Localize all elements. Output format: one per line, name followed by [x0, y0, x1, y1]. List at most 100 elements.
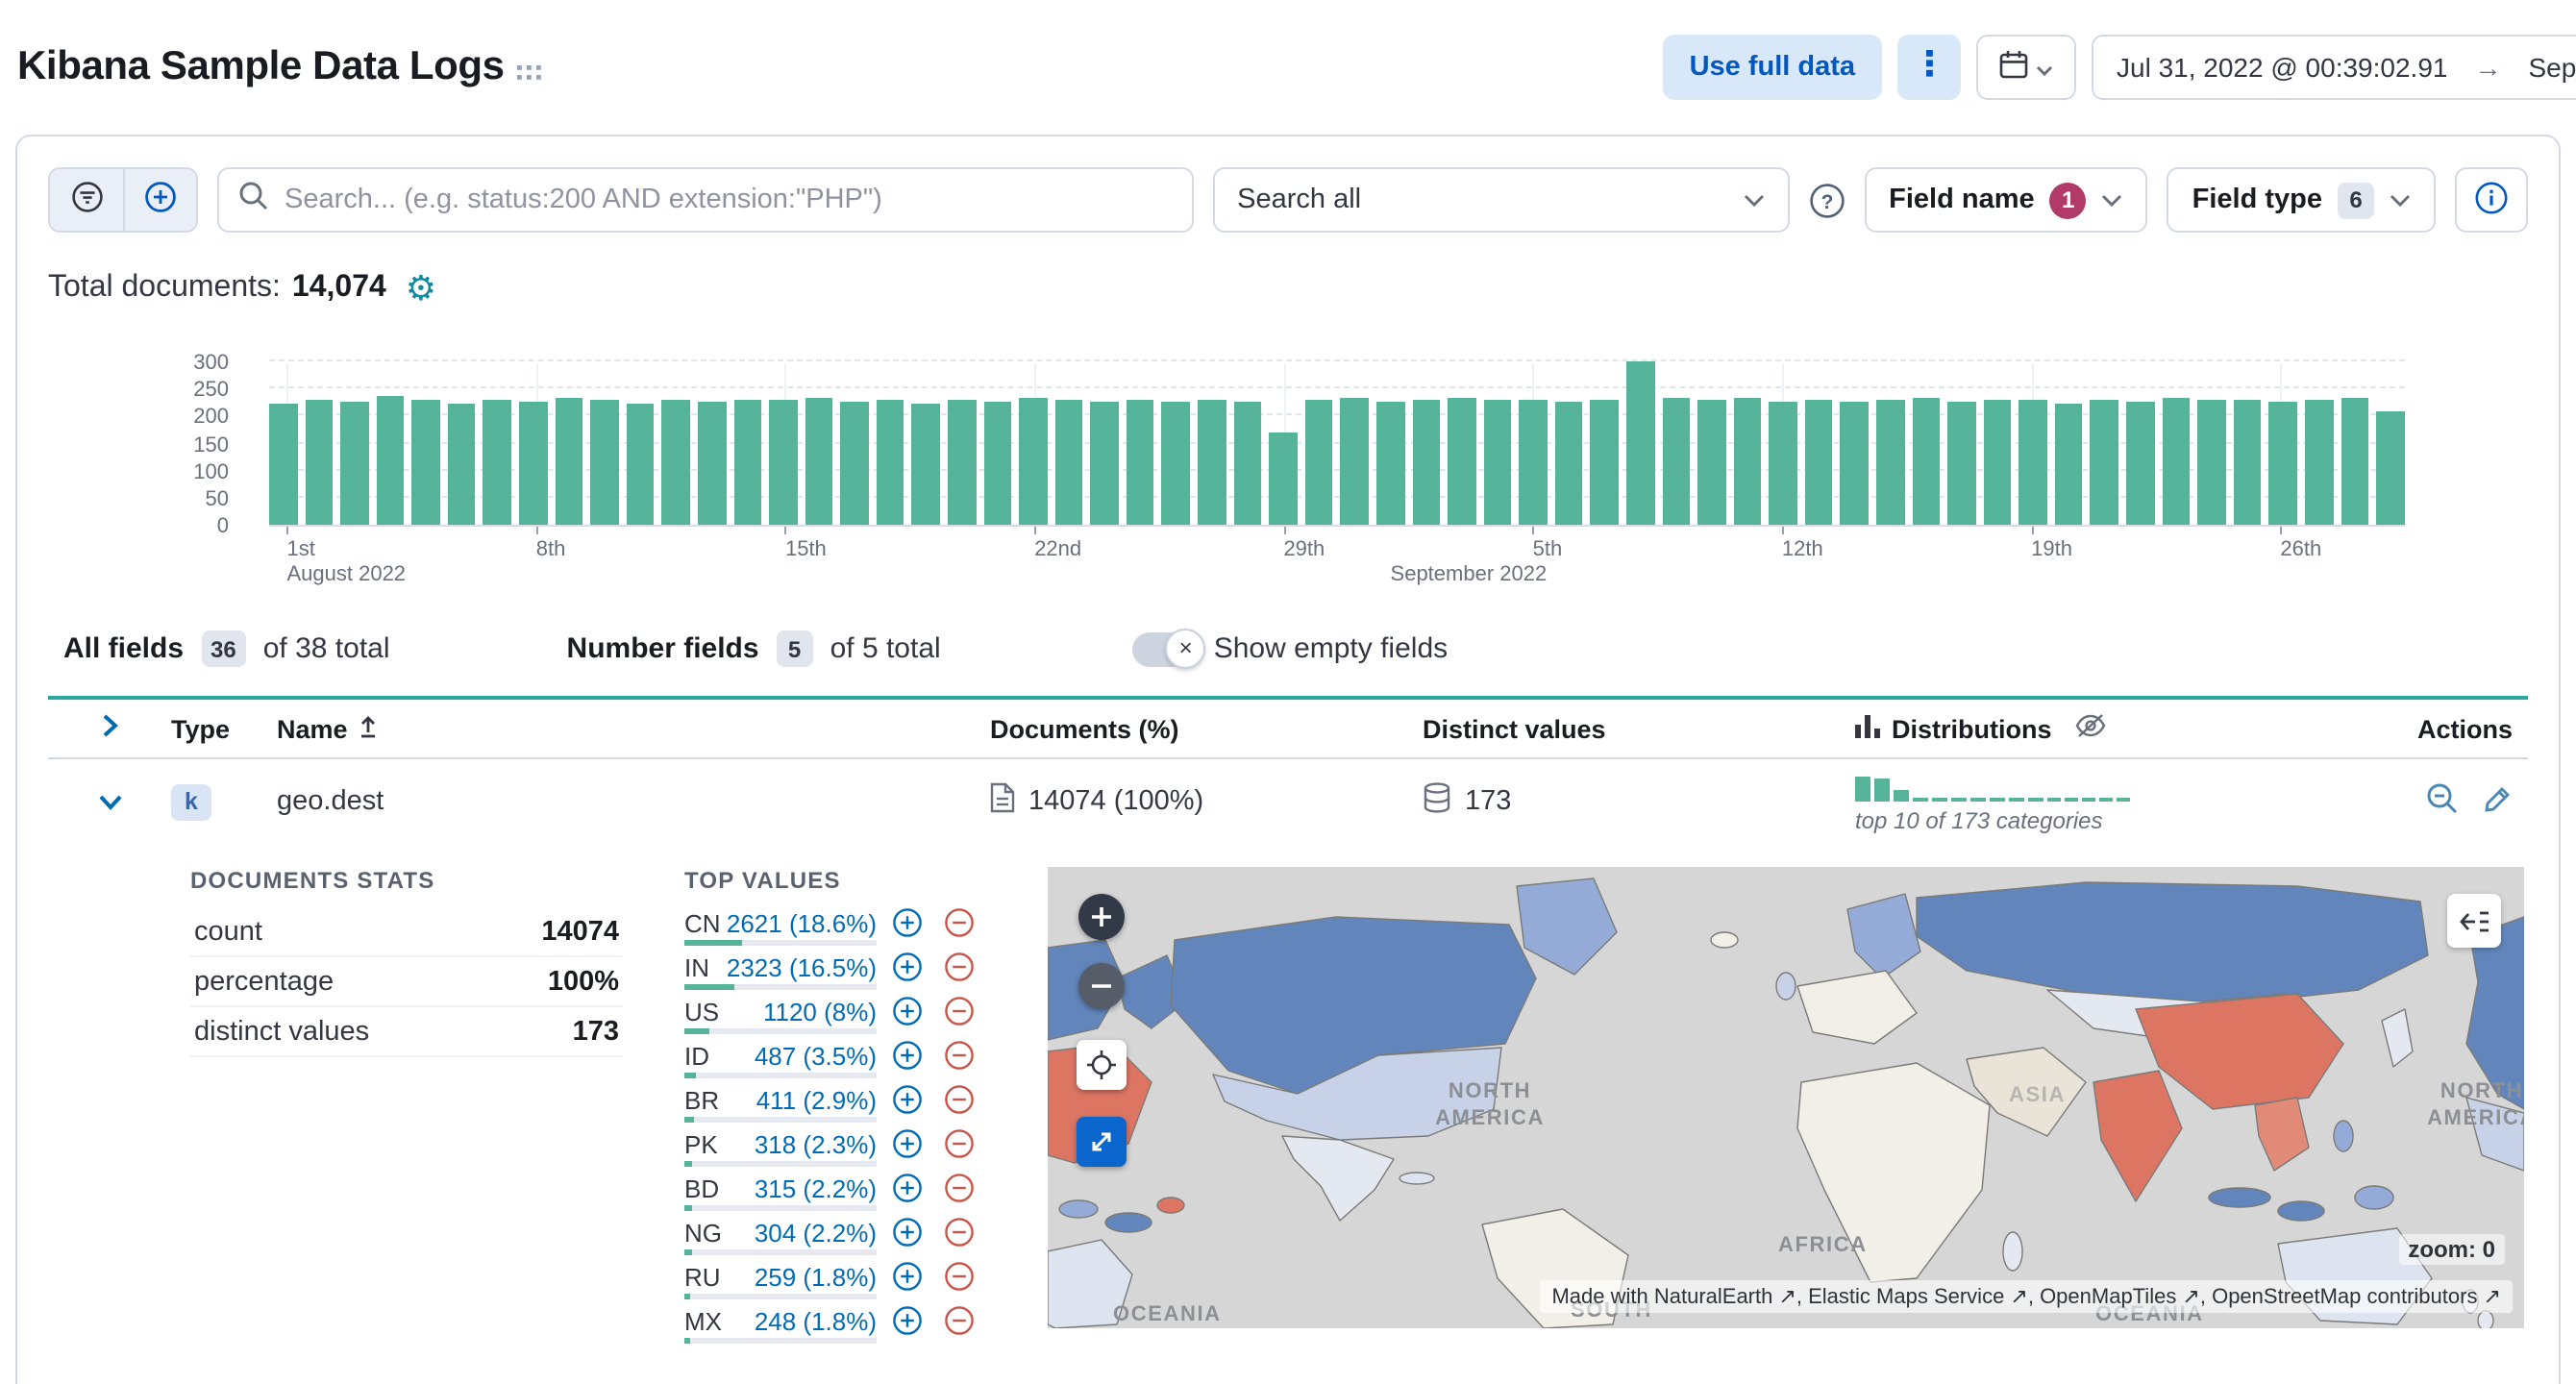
filter-out-value-button[interactable]	[944, 1173, 975, 1203]
sort-ascending-icon[interactable]	[358, 714, 379, 743]
histogram-bar[interactable]	[983, 401, 1012, 525]
histogram-bar[interactable]	[1590, 400, 1619, 525]
histogram-bar[interactable]	[1554, 401, 1583, 525]
histogram-bar[interactable]	[2268, 401, 2297, 525]
histogram-bar[interactable]	[1304, 400, 1333, 525]
histogram-bar[interactable]	[1483, 400, 1512, 525]
histogram-bar[interactable]	[1876, 400, 1905, 525]
info-button[interactable]	[2455, 167, 2528, 233]
histogram-bar[interactable]	[840, 401, 869, 525]
histogram-bar[interactable]	[911, 403, 940, 525]
histogram-bar[interactable]	[1983, 399, 2012, 525]
histogram-bar[interactable]	[1448, 397, 1476, 525]
filter-button[interactable]	[50, 169, 123, 231]
map-zoom-out-button[interactable]	[1078, 963, 1125, 1009]
histogram-bar[interactable]	[2090, 399, 2119, 525]
edit-field-button[interactable]	[2482, 783, 2513, 820]
show-empty-fields-toggle[interactable]: × Show empty fields	[1132, 628, 1448, 668]
histogram-bar[interactable]	[1733, 398, 1762, 525]
histogram-bar[interactable]	[590, 400, 619, 525]
top-value-count[interactable]: 411 (2.9%)	[755, 1085, 877, 1114]
top-value-count[interactable]: 315 (2.2%)	[754, 1174, 877, 1202]
histogram-bar[interactable]	[1198, 399, 1226, 525]
histogram-bar[interactable]	[1054, 400, 1083, 525]
histogram-bar[interactable]	[1126, 399, 1154, 525]
map-attribution[interactable]: Made with NaturalEarth ↗, Elastic Maps S…	[1540, 1280, 2513, 1313]
filter-for-value-button[interactable]	[892, 1084, 923, 1115]
histogram-bar[interactable]	[2054, 403, 2083, 525]
histogram-bar[interactable]	[733, 399, 762, 525]
filter-for-value-button[interactable]	[892, 1217, 923, 1248]
histogram-bar[interactable]	[1519, 399, 1548, 525]
geo-dest-map[interactable]: NORTH AMERICA AFRICA ASIA SOUTH OCEANIA …	[1048, 867, 2524, 1328]
filter-for-value-button[interactable]	[892, 1261, 923, 1292]
histogram-bar[interactable]	[805, 397, 833, 525]
filter-out-value-button[interactable]	[944, 1261, 975, 1292]
explore-in-discover-button[interactable]	[2426, 782, 2459, 821]
histogram-bar[interactable]	[1269, 432, 1298, 525]
use-full-data-button[interactable]: Use full data	[1662, 35, 1882, 100]
map-expand-button[interactable]	[1077, 1117, 1127, 1167]
histogram-bar[interactable]	[2376, 411, 2405, 525]
histogram-bar[interactable]	[947, 399, 977, 525]
filter-for-value-button[interactable]	[892, 1173, 923, 1203]
top-value-count[interactable]: 318 (2.3%)	[754, 1129, 877, 1158]
title-menu-icon[interactable]	[517, 56, 543, 90]
histogram-bar[interactable]	[876, 400, 904, 525]
top-value-count[interactable]: 248 (1.8%)	[754, 1306, 877, 1335]
histogram-bar[interactable]	[2126, 401, 2155, 525]
histogram-bar[interactable]	[769, 400, 798, 525]
kebab-menu-button[interactable]	[1897, 35, 1961, 100]
filter-for-value-button[interactable]	[892, 952, 923, 982]
histogram-bar[interactable]	[697, 401, 727, 525]
histogram-bar[interactable]	[2341, 398, 2369, 525]
histogram-bar[interactable]	[483, 399, 512, 525]
date-range-start[interactable]: Jul 31, 2022 @ 00:39:02.91	[2117, 52, 2448, 83]
histogram-bar[interactable]	[519, 401, 548, 525]
search-input[interactable]	[285, 185, 1173, 215]
histogram-bar[interactable]	[2019, 400, 2047, 525]
map-legend-toggle-button[interactable]	[2447, 894, 2501, 948]
histogram-bar[interactable]	[376, 396, 405, 525]
date-range-end[interactable]: Sep	[2528, 52, 2576, 83]
toggle-track[interactable]: ×	[1132, 628, 1206, 668]
histogram-bar[interactable]	[626, 403, 655, 525]
top-value-count[interactable]: 2323 (16.5%)	[726, 952, 877, 981]
histogram-bar[interactable]	[1947, 401, 1976, 525]
histogram-bar[interactable]	[305, 399, 334, 525]
histogram-bar[interactable]	[1412, 399, 1441, 525]
histogram-bar[interactable]	[1375, 401, 1404, 525]
histogram-bar[interactable]	[1840, 402, 1870, 525]
toggle-knob-x-icon[interactable]: ×	[1165, 628, 1206, 668]
filter-out-value-button[interactable]	[944, 996, 975, 1026]
add-filter-button[interactable]	[123, 169, 196, 231]
date-picker-calendar-button[interactable]	[1976, 35, 2076, 100]
histogram-bar[interactable]	[1090, 402, 1119, 525]
search-scope-select[interactable]: Search all	[1212, 167, 1790, 233]
chart-settings-gear-icon[interactable]: ⚙	[405, 269, 437, 308]
histogram-bar[interactable]	[1625, 361, 1655, 525]
filter-out-value-button[interactable]	[944, 1040, 975, 1071]
top-value-count[interactable]: 1120 (8%)	[762, 997, 877, 1026]
expand-all-chevron-icon[interactable]	[101, 713, 118, 744]
filter-out-value-button[interactable]	[944, 1217, 975, 1248]
filter-for-value-button[interactable]	[892, 996, 923, 1026]
histogram-bar[interactable]	[2162, 398, 2191, 525]
filter-for-value-button[interactable]	[892, 907, 923, 938]
filter-out-value-button[interactable]	[944, 907, 975, 938]
histogram-bar[interactable]	[661, 400, 690, 525]
field-type-filter-button[interactable]: Field type 6	[2167, 167, 2436, 233]
histogram-bar[interactable]	[1804, 399, 1833, 525]
top-value-count[interactable]: 487 (3.5%)	[754, 1041, 877, 1070]
top-value-count[interactable]: 2621 (18.6%)	[726, 908, 877, 937]
histogram-bar[interactable]	[1233, 401, 1262, 525]
histogram-bar[interactable]	[411, 400, 440, 525]
filter-out-value-button[interactable]	[944, 1084, 975, 1115]
histogram-bar[interactable]	[1161, 401, 1191, 525]
help-icon[interactable]: ?	[1808, 182, 1845, 218]
filter-for-value-button[interactable]	[892, 1305, 923, 1336]
filter-out-value-button[interactable]	[944, 952, 975, 982]
map-locate-button[interactable]	[1077, 1040, 1127, 1090]
histogram-bar[interactable]	[1019, 397, 1048, 525]
histogram-bar[interactable]	[1912, 397, 1941, 525]
